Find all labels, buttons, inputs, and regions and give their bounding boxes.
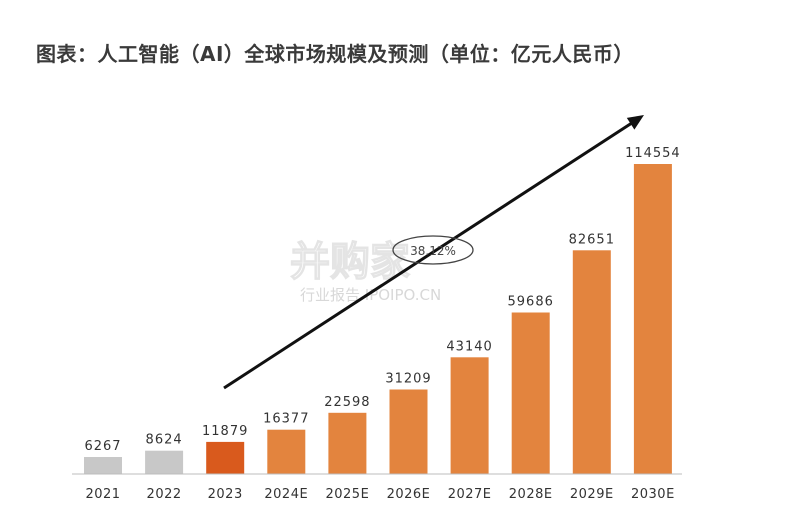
value-label-2023: 11879: [202, 424, 248, 439]
bar-2028E: [511, 312, 550, 474]
bar-2027E: [450, 357, 489, 474]
value-label-2021: 6267: [84, 439, 121, 454]
value-label-2026E: 31209: [385, 372, 431, 387]
x-tick-label-2027E: 2027E: [448, 487, 492, 502]
x-tick-label-2026E: 2026E: [387, 487, 431, 502]
watermark-sub: 行业报告 IPOIPO.CN: [300, 286, 441, 304]
bar-2026E: [389, 389, 428, 474]
trend-arrow-group: 38.12%: [223, 115, 644, 390]
x-tick-label-2022: 2022: [147, 487, 182, 502]
value-label-2030E: 114554: [625, 146, 681, 161]
cagr-ellipse: [392, 235, 474, 265]
x-tick-label-2029E: 2029E: [570, 487, 614, 502]
value-label-2024E: 16377: [263, 412, 309, 427]
bar-2023: [206, 441, 245, 474]
value-label-2022: 8624: [146, 433, 183, 448]
trend-arrowhead: [626, 115, 644, 130]
x-tick-label-2024E: 2024E: [264, 487, 308, 502]
bar-2022: [145, 450, 184, 474]
watermark-main: 并购家: [290, 239, 410, 285]
bar-2030E: [633, 164, 672, 474]
value-label-2027E: 43140: [446, 339, 492, 354]
bars-group: [84, 164, 672, 474]
value-label-2029E: 82651: [569, 232, 615, 247]
x-tick-labels-group: 2021 2022 2023 2024E 2025E 2026E 2027E 2028E 202…: [85, 487, 674, 502]
cagr-label: 38.12%: [410, 244, 456, 258]
x-tick-label-2023: 2023: [208, 487, 243, 502]
x-tick-label-2030E: 2030E: [631, 487, 675, 502]
x-tick-label-2021: 2021: [85, 487, 120, 502]
trend-arrow-line: [223, 117, 639, 390]
bar-2024E: [267, 429, 306, 474]
bar-2021: [84, 457, 122, 474]
x-tick-label-2028E: 2028E: [509, 487, 553, 502]
bar-2029E: [572, 250, 611, 474]
x-tick-label-2025E: 2025E: [325, 487, 369, 502]
bar-2025E: [328, 412, 367, 474]
value-labels-group: 6267 8624 11879 16377 22598 31209 43140 59686 82…: [84, 146, 681, 454]
chart-title: 图表：人工智能（AI）全球市场规模及预测（单位：亿元人民币）: [36, 42, 634, 66]
value-label-2025E: 22598: [324, 395, 370, 410]
value-label-2028E: 59686: [508, 295, 554, 310]
